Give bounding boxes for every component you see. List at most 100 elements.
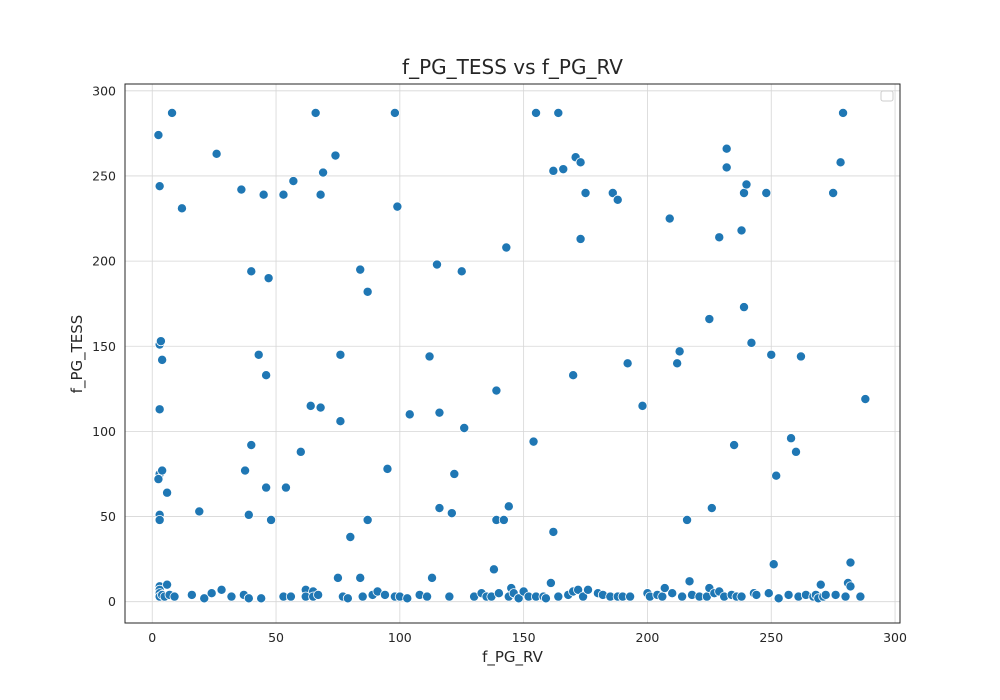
- data-point: [422, 591, 433, 602]
- data-point: [258, 189, 269, 200]
- data-point: [684, 576, 695, 587]
- data-point: [840, 591, 851, 602]
- data-point: [795, 351, 806, 362]
- data-point: [263, 273, 274, 284]
- data-point: [154, 181, 165, 192]
- data-point: [540, 593, 551, 604]
- data-point: [424, 351, 435, 362]
- data-point: [553, 107, 564, 118]
- data-point: [261, 370, 272, 381]
- data-point: [786, 433, 797, 444]
- data-point: [459, 423, 470, 434]
- data-point: [488, 564, 499, 575]
- y-tick-label: 150: [92, 339, 116, 354]
- data-point: [434, 407, 445, 418]
- data-point: [362, 286, 373, 297]
- data-point: [278, 189, 289, 200]
- data-point: [706, 503, 717, 514]
- data-point: [402, 593, 413, 604]
- data-point: [431, 259, 442, 270]
- data-point: [736, 225, 747, 236]
- y-tick-label: 200: [92, 254, 116, 269]
- data-point: [568, 370, 579, 381]
- x-tick-label: 150: [512, 630, 536, 645]
- data-point: [427, 572, 438, 583]
- data-point: [739, 302, 750, 313]
- data-point: [558, 164, 569, 175]
- data-point: [729, 440, 740, 451]
- data-point: [266, 514, 277, 525]
- x-axis-label: f_PG_RV: [482, 648, 544, 667]
- data-point: [206, 588, 217, 599]
- data-point: [315, 402, 326, 413]
- data-point: [162, 579, 173, 590]
- data-point: [167, 107, 178, 118]
- data-point: [253, 349, 264, 360]
- data-point: [285, 591, 296, 602]
- data-point: [741, 179, 752, 190]
- data-point: [828, 187, 839, 198]
- data-point: [751, 589, 762, 600]
- data-point: [860, 394, 871, 405]
- data-point: [154, 514, 165, 525]
- data-point: [236, 184, 247, 195]
- data-point: [154, 404, 165, 415]
- data-point: [313, 589, 324, 600]
- data-point: [382, 463, 393, 474]
- data-point: [153, 474, 164, 485]
- data-point: [280, 482, 291, 493]
- data-point: [768, 559, 779, 570]
- data-point: [243, 593, 254, 604]
- data-point: [761, 187, 772, 198]
- data-point: [548, 165, 559, 176]
- data-point: [446, 508, 457, 519]
- data-point: [318, 167, 329, 178]
- data-point: [501, 242, 512, 253]
- x-tick-label: 300: [883, 630, 907, 645]
- data-point: [573, 584, 584, 595]
- x-tick-label: 0: [148, 630, 156, 645]
- data-point: [766, 349, 777, 360]
- data-point: [855, 591, 866, 602]
- data-point: [513, 593, 524, 604]
- data-point: [155, 336, 166, 347]
- data-point: [672, 358, 683, 369]
- data-point: [295, 446, 306, 457]
- data-point: [261, 482, 272, 493]
- data-point: [704, 314, 715, 325]
- data-point: [240, 465, 251, 476]
- data-point: [342, 593, 353, 604]
- y-tick-label: 0: [108, 594, 116, 609]
- data-point: [528, 436, 539, 447]
- data-point: [659, 583, 670, 594]
- data-point: [736, 591, 747, 602]
- grid-lines: [125, 84, 900, 623]
- data-point: [169, 591, 180, 602]
- data-point: [721, 143, 732, 154]
- data-point: [820, 589, 831, 600]
- data-points: [153, 107, 871, 604]
- data-point: [434, 503, 445, 514]
- data-point: [332, 572, 343, 583]
- data-point: [456, 266, 467, 277]
- data-point: [835, 157, 846, 168]
- data-point: [580, 187, 591, 198]
- data-point: [838, 107, 849, 118]
- data-point: [157, 354, 168, 365]
- data-point: [335, 416, 346, 427]
- data-point: [256, 593, 267, 604]
- data-point: [845, 557, 856, 568]
- data-point: [153, 130, 164, 141]
- data-point: [503, 501, 514, 512]
- data-point: [815, 579, 826, 590]
- chart-title: f_PG_TESS vs f_PG_RV: [402, 55, 623, 79]
- data-point: [637, 400, 648, 411]
- data-point: [625, 591, 636, 602]
- data-point: [226, 591, 237, 602]
- data-point: [830, 589, 841, 600]
- data-point: [578, 591, 589, 602]
- data-point: [199, 593, 210, 604]
- x-tick-label: 250: [759, 630, 783, 645]
- data-point: [449, 468, 460, 479]
- data-point: [746, 337, 757, 348]
